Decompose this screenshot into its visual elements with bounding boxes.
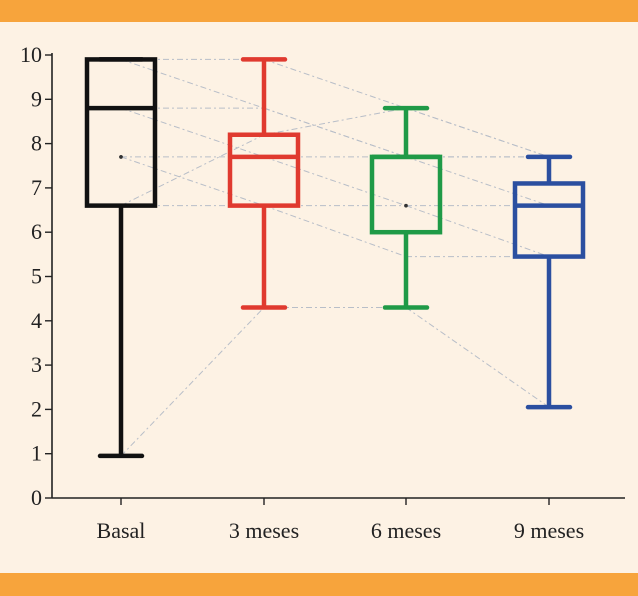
- box-3: [512, 181, 586, 259]
- paired-point-7-2: [404, 203, 408, 208]
- paired-line-2-seg-1: [263, 107, 407, 158]
- x-tick-label-3: 9 meses: [514, 518, 584, 543]
- box-0: [84, 57, 158, 208]
- y-tick-label-2: 2: [31, 396, 42, 421]
- y-tick-label-5: 5: [31, 264, 42, 289]
- y-tick-label-6: 6: [31, 219, 42, 244]
- paired-line-1-seg-2: [405, 156, 550, 207]
- x-tick-label-0: Basal: [97, 518, 146, 543]
- paired-line-3-seg-0: [120, 107, 265, 158]
- y-tick-label-8: 8: [31, 131, 42, 156]
- paired-line-3-seg-2: [405, 205, 550, 258]
- top-banner: [0, 0, 638, 22]
- x-tick-label-1: 3 meses: [229, 518, 299, 543]
- paired-line-0-seg-1: [263, 58, 407, 109]
- paired-line-5-seg-1: [263, 205, 407, 258]
- bottom-banner: [0, 573, 638, 596]
- y-tick-label-7: 7: [31, 175, 42, 200]
- box-1: [227, 132, 301, 208]
- x-tick-label-2: 6 meses: [371, 518, 441, 543]
- y-tick-label-4: 4: [31, 308, 42, 333]
- y-tick-label-1: 1: [31, 441, 42, 466]
- y-tick-label-9: 9: [31, 86, 42, 111]
- paired-line-5-seg-0: [120, 156, 265, 207]
- paired-line-1-seg-0: [120, 58, 265, 109]
- paired-line-3-seg-1: [263, 156, 407, 207]
- paired-line-6-seg-1: [263, 107, 407, 136]
- y-tick-label-0: 0: [31, 485, 42, 510]
- paired-point-5-0: [119, 155, 123, 159]
- paired-line-6-seg-0: [120, 134, 265, 207]
- box-2: [369, 154, 443, 235]
- y-tick-label-10: 10: [20, 42, 42, 67]
- paired-line-8-seg-0: [120, 307, 265, 457]
- y-tick-label-3: 3: [31, 352, 42, 377]
- paired-line-8-seg-2: [405, 307, 550, 408]
- paired-line-6-seg-2: [405, 107, 550, 158]
